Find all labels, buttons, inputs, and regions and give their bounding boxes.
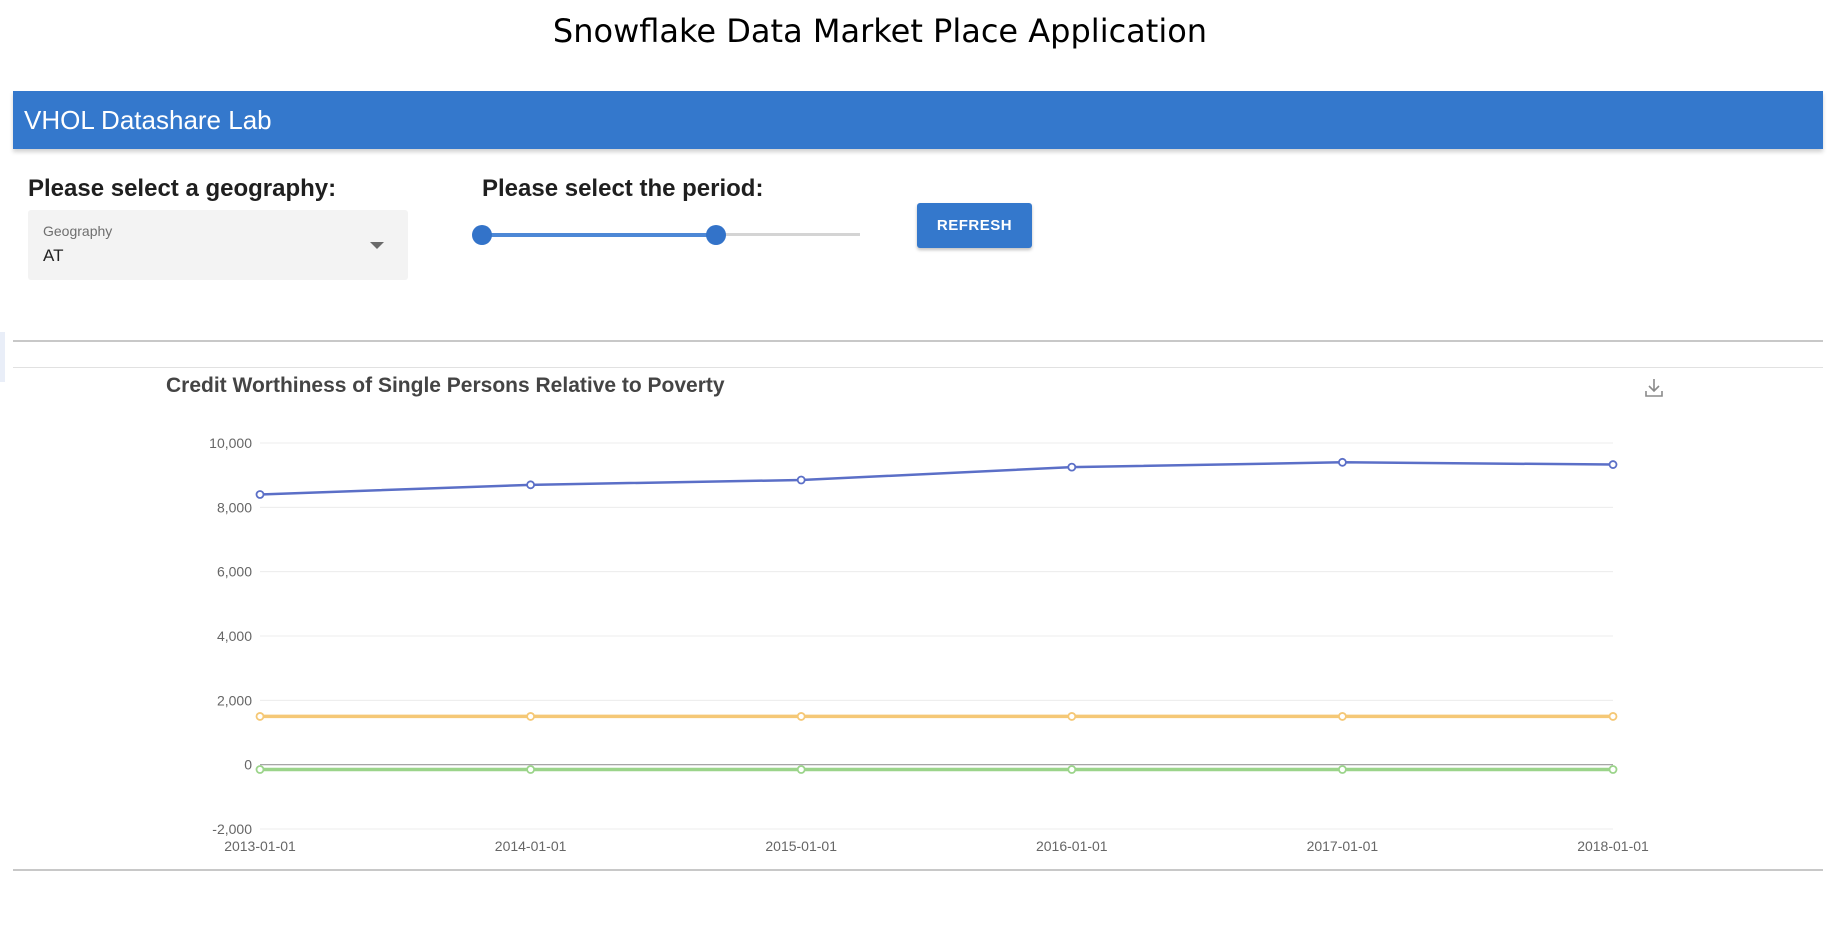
y-tick-label: -2,000 <box>212 821 252 837</box>
data-point[interactable] <box>1067 712 1077 721</box>
slider-thumb-end[interactable] <box>706 225 727 245</box>
app-bar: VHOL Datashare Lab <box>13 91 1823 149</box>
geography-label: Please select a geography: <box>28 175 337 202</box>
y-tick-label: 4,000 <box>217 628 252 644</box>
data-point[interactable] <box>1338 712 1347 721</box>
data-point[interactable] <box>796 765 806 774</box>
refresh-button[interactable]: REFRESH <box>917 203 1032 248</box>
data-point[interactable] <box>526 712 535 721</box>
page-title: Snowflake Data Market Place Application <box>552 12 1208 50</box>
divider <box>13 340 1823 342</box>
left-edge-marker <box>0 332 5 382</box>
slider-track-fill <box>482 233 717 237</box>
data-point[interactable] <box>1338 765 1347 774</box>
y-tick-label: 6,000 <box>217 564 252 580</box>
chart-grid <box>260 442 1613 830</box>
data-point[interactable] <box>255 490 265 499</box>
data-point[interactable] <box>1608 712 1618 721</box>
bottom-divider <box>13 869 1823 871</box>
chart-top-divider <box>13 367 1823 368</box>
geography-select-value: AT <box>43 246 64 265</box>
data-point[interactable] <box>796 712 806 721</box>
data-point[interactable] <box>796 475 806 485</box>
x-tick-label: 2017-01-01 <box>1307 838 1379 854</box>
y-tick-label: 2,000 <box>217 692 252 708</box>
app-bar-title: VHOL Datashare Lab <box>24 105 272 135</box>
data-point[interactable] <box>1338 457 1347 467</box>
period-label: Please select the period: <box>482 175 764 202</box>
y-tick-label: 10,000 <box>209 435 252 451</box>
x-tick-label: 2013-01-01 <box>224 838 296 854</box>
data-point[interactable] <box>1067 462 1077 472</box>
period-slider[interactable] <box>470 220 870 250</box>
chevron-down-icon[interactable] <box>370 242 384 249</box>
geography-select[interactable]: Geography AT <box>28 210 408 280</box>
geography-select-label: Geography <box>43 223 113 239</box>
x-tick-label: 2014-01-01 <box>495 838 567 854</box>
data-point[interactable] <box>255 765 265 774</box>
data-point[interactable] <box>1067 765 1077 774</box>
data-point[interactable] <box>255 712 265 721</box>
x-tick-label: 2015-01-01 <box>765 838 837 854</box>
download-icon[interactable] <box>1643 377 1665 399</box>
slider-thumb-start[interactable] <box>472 225 492 245</box>
y-tick-label: 0 <box>244 757 252 773</box>
x-axis-ticks: 2013-01-01 2014-01-01 2015-01-01 2016-01-01… <box>224 838 1649 854</box>
y-axis-ticks: -2,000 0 2,000 4,000 6,000 8,000 10,000 <box>209 435 252 837</box>
series-line-1 <box>259 461 1614 496</box>
x-tick-label: 2016-01-01 <box>1036 838 1108 854</box>
chart-series <box>255 457 1618 774</box>
data-point[interactable] <box>1608 460 1618 469</box>
data-point[interactable] <box>526 480 535 490</box>
data-point[interactable] <box>1608 765 1618 774</box>
y-tick-label: 8,000 <box>217 499 252 515</box>
data-point[interactable] <box>526 765 535 774</box>
x-tick-label: 2018-01-01 <box>1577 838 1649 854</box>
chart-title: Credit Worthiness of Single Persons Rela… <box>166 374 725 397</box>
